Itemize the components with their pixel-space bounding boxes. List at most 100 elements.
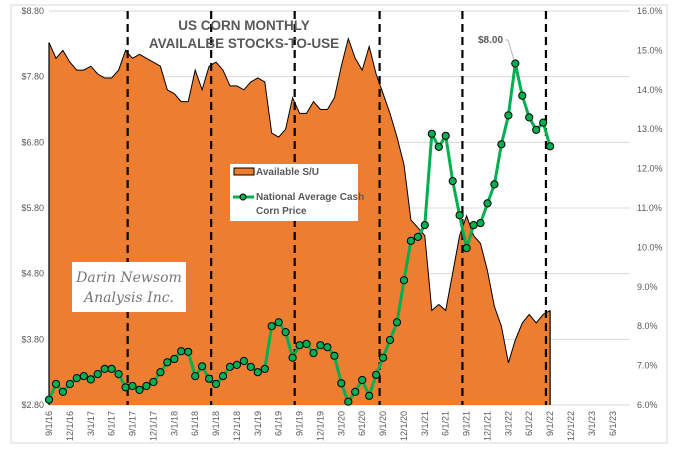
right-tick-label: 8.0%: [637, 321, 658, 331]
price-point: [344, 397, 353, 406]
price-point: [51, 379, 61, 389]
legend-line-label-1: National Average Cash: [256, 192, 364, 203]
right-axis: 6.0% 7.0% 8.0% 9.0% 10.0% 11.0% 12.0% 13.0% 14.0…: [637, 6, 663, 410]
right-tick-label: 14.0%: [637, 85, 663, 95]
watermark: Darin Newsom Analysis Inc.: [72, 262, 186, 312]
price-point: [532, 125, 541, 134]
x-tick-label: 6/1/21: [441, 411, 451, 436]
price-point: [323, 343, 332, 352]
price-point: [267, 322, 276, 331]
price-point: [288, 353, 297, 362]
x-tick-label: 9/1/19: [295, 411, 305, 436]
price-point: [546, 142, 555, 151]
price-point: [539, 118, 548, 127]
price-point: [462, 244, 471, 253]
price-point: [434, 142, 443, 151]
price-point: [399, 276, 409, 285]
price-point: [392, 318, 402, 327]
right-tick-label: 16.0%: [637, 6, 663, 16]
x-tick-label: 9/1/21: [462, 411, 472, 436]
price-point: [121, 383, 130, 392]
x-tick-label: 12/1/22: [566, 411, 576, 441]
legend-area-swatch: [233, 167, 255, 176]
price-point: [65, 379, 75, 389]
price-point: [441, 131, 450, 140]
x-tick-label: 9/1/18: [211, 411, 221, 436]
x-tick-label: 12/1/18: [232, 411, 242, 441]
x-tick-label: 9/1/22: [545, 411, 555, 436]
left-axis: $2.80 $3.80 $4.80 $5.80 $6.80 $7.80 $8.80: [21, 6, 44, 410]
left-tick-label: $5.80: [21, 203, 44, 213]
chart-title-line-2: AVAILALBE STOCKS-TO-USE: [149, 36, 339, 51]
area-fill: [49, 38, 551, 405]
price-point: [198, 362, 207, 371]
price-point: [490, 180, 499, 189]
price-point: [365, 391, 374, 400]
right-tick-label: 6.0%: [637, 400, 658, 410]
right-tick-label: 12.0%: [637, 164, 663, 174]
price-point: [511, 59, 520, 68]
area-outline: [48, 36, 551, 363]
price-point: [163, 358, 172, 367]
watermark-box: [72, 262, 186, 312]
x-tick-label: 3/1/22: [503, 411, 513, 436]
price-point: [455, 211, 464, 220]
x-axis: 9/1/16 12/1/16 3/1/17 6/1/17 9/1/17 12/1/17 3/…: [44, 411, 618, 441]
legend: Available S/U National Average Cash Corn…: [230, 164, 364, 221]
price-point: [225, 362, 235, 371]
price-point: [337, 379, 346, 388]
right-tick-label: 11.0%: [637, 203, 662, 213]
left-tick-label: $8.80: [21, 6, 44, 16]
price-point: [295, 341, 304, 350]
x-tick-label: 6/1/19: [274, 411, 284, 436]
data-label-leader: [505, 39, 515, 61]
price-point: [246, 362, 255, 371]
x-tick-label: 6/1/22: [524, 411, 534, 436]
price-point: [379, 353, 388, 362]
price-point: [483, 199, 492, 208]
price-point: [239, 356, 248, 366]
price-point: [211, 379, 221, 389]
price-point: [504, 111, 513, 120]
price-point: [135, 385, 144, 394]
x-tick-label: 6/1/23: [608, 411, 618, 436]
price-point: [177, 347, 186, 356]
price-point: [107, 364, 116, 373]
price-point: [302, 339, 311, 348]
x-tick-label: 9/1/16: [44, 411, 54, 436]
x-tick-label: 6/1/20: [357, 411, 367, 436]
x-tick-label: 12/1/17: [148, 411, 158, 441]
right-tick-label: 9.0%: [637, 282, 658, 292]
price-point: [72, 374, 81, 383]
right-tick-label: 10.0%: [637, 242, 663, 252]
price-point: [232, 360, 241, 369]
right-tick-label: 15.0%: [637, 45, 663, 55]
price-point: [253, 368, 262, 377]
price-point: [128, 381, 137, 391]
price-point: [525, 113, 534, 122]
left-tick-label: $6.80: [21, 137, 44, 147]
x-tick-label: 12/1/16: [65, 411, 75, 441]
price-point: [114, 370, 123, 379]
watermark-line-2: Analysis Inc.: [82, 290, 174, 306]
x-tick-label: 9/1/17: [128, 411, 138, 436]
right-tick-label: 7.0%: [637, 361, 658, 371]
price-point: [191, 372, 200, 381]
x-tick-label: 3/1/19: [253, 411, 263, 436]
legend-marker-swatch: [239, 193, 247, 201]
price-point: [309, 349, 318, 358]
x-tick-label: 9/1/20: [378, 411, 388, 436]
price-point: [184, 347, 193, 356]
price-point: [385, 335, 395, 345]
data-label-peak-price: $8.00: [478, 35, 503, 46]
x-tick-label: 12/1/21: [482, 411, 492, 441]
price-point: [142, 381, 151, 391]
price-point: [427, 129, 436, 138]
left-tick-label: $4.80: [21, 269, 44, 279]
price-point: [58, 387, 68, 396]
price-point: [79, 372, 88, 381]
x-tick-label: 3/1/18: [169, 411, 179, 436]
legend-area-label: Available S/U: [256, 167, 319, 178]
x-tick-label: 3/1/23: [587, 411, 597, 436]
x-tick-label: 6/1/17: [107, 411, 117, 436]
